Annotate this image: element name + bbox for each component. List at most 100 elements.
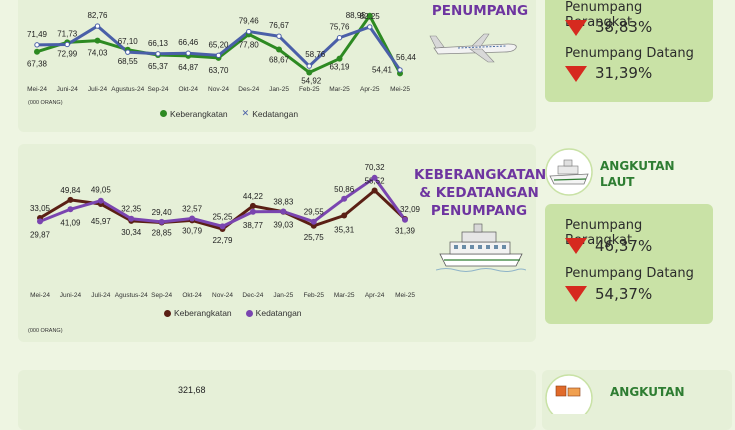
data-point	[94, 23, 101, 29]
x-tick-label: Dec-24	[242, 292, 263, 299]
x-tick-label: Feb-25	[299, 86, 320, 93]
air-depart-value: 38,83%	[595, 18, 653, 36]
data-label: 33,05	[30, 204, 51, 213]
data-point	[219, 223, 226, 230]
legend-sea-arrive-label: Kedatangan	[255, 308, 302, 318]
x-tick-label: Mei-24	[27, 86, 47, 93]
legend-arrive-marker: ✕	[241, 108, 250, 118]
data-label: 58,52	[365, 177, 386, 186]
sea-arrive-decline-icon	[565, 286, 587, 302]
data-point	[37, 218, 43, 225]
data-label: 32,09	[400, 205, 421, 214]
data-point	[371, 187, 378, 194]
legend-item-sea-depart: Keberangkatan	[164, 308, 232, 318]
x-tick-label: Mar-25	[334, 292, 355, 299]
data-point	[402, 216, 408, 223]
sea-stats-box: Penumpang Berangkat 46,37% Penumpang Dat…	[545, 204, 713, 324]
x-tick-label: Mei-25	[395, 292, 415, 299]
third-section-title: ANGKUTAN	[610, 385, 685, 399]
data-label: 49,84	[60, 186, 81, 195]
legend-item-arrive: ✕ Kedatangan	[242, 108, 298, 119]
air-heading: PENUMPANG	[431, 3, 529, 19]
data-label: 54,92	[301, 76, 322, 85]
third-chart-data-label: 321,68	[178, 385, 206, 395]
x-tick-label: Apr-25	[360, 86, 380, 93]
air-depart-decline-icon	[565, 20, 587, 36]
sea-depart-decline-icon	[565, 238, 587, 254]
data-label: 38,77	[243, 221, 264, 230]
data-point	[371, 174, 378, 181]
data-label: 45,97	[91, 217, 112, 226]
legend-item-sea-arrive: Kedatangan	[245, 308, 302, 318]
data-point	[367, 24, 373, 30]
air-chart-panel	[18, 0, 536, 132]
data-label: 58,76	[305, 50, 326, 59]
data-point	[306, 69, 313, 76]
data-label: 25,25	[212, 212, 233, 221]
data-label: 31,39	[395, 227, 416, 236]
data-label: 28,85	[152, 228, 173, 237]
data-label: 32,35	[121, 205, 142, 214]
air-arrive-value: 31,39%	[595, 64, 653, 82]
ferry-icon	[436, 223, 526, 272]
x-tick-label: Apr-24	[365, 292, 385, 299]
data-label: 29,87	[30, 230, 51, 239]
x-tick-label: Okt-24	[182, 292, 202, 299]
x-tick-label: Juli-24	[91, 292, 111, 299]
x-tick-label: Sep-24	[151, 292, 172, 299]
data-point	[249, 202, 256, 209]
x-tick-label: Nov-24	[208, 86, 229, 93]
data-label: 66,13	[148, 39, 169, 48]
legend-depart-dot	[160, 110, 167, 117]
data-point	[189, 215, 196, 222]
data-label: 44,22	[243, 192, 264, 201]
x-tick-label: Juni-24	[57, 86, 79, 93]
data-point	[94, 37, 101, 44]
data-label: 29,40	[152, 208, 173, 217]
data-label: 49,05	[91, 186, 112, 195]
data-point	[67, 196, 74, 203]
data-label: 71,49	[27, 30, 48, 39]
sea-arrive-label: Penumpang Datang	[565, 266, 694, 281]
data-label: 30,34	[121, 228, 142, 237]
data-label: 88,95	[346, 11, 367, 20]
data-point	[158, 218, 165, 225]
data-label: 39,03	[273, 221, 294, 230]
data-label: 76,67	[269, 21, 290, 30]
data-point	[341, 212, 348, 219]
data-label: 79,46	[239, 17, 260, 26]
data-label: 63,19	[329, 63, 350, 72]
legend-sea-depart-label: Keberangkatan	[174, 308, 232, 318]
ship-icon	[545, 148, 593, 196]
sea-chart-legend: Keberangkatan Kedatangan	[164, 308, 302, 318]
legend-item-depart: Keberangkatan	[160, 109, 228, 119]
x-tick-label: Juni-24	[60, 292, 82, 299]
x-tick-label: Juli-24	[88, 86, 108, 93]
sea-depart-value: 46,37%	[595, 237, 653, 255]
air-stats-box: Penumpang Berangkat 38,83% Penumpang Dat…	[545, 0, 713, 102]
cargo-ship-icon	[545, 374, 593, 414]
sea-section-title: ANGKUTAN LAUT	[600, 159, 675, 189]
data-point	[310, 218, 317, 225]
data-label: 82,76	[87, 11, 108, 20]
sea-passenger-line-chart: Mei-24 Juni-24 Juli-24 Agustus-24 Sep-24 Okt-…	[30, 163, 421, 299]
data-label: 75,76	[329, 23, 350, 32]
data-label: 82,25	[360, 12, 381, 21]
sea-arrive-value: 54,37%	[595, 285, 653, 303]
legend-sea-depart-dot	[164, 309, 171, 317]
data-point	[249, 208, 256, 215]
air-chart-legend: Keberangkatan ✕ Kedatangan	[160, 108, 298, 119]
x-tick-label: Sep-24	[148, 86, 169, 93]
data-label: 35,31	[334, 226, 355, 235]
air-arrive-decline-icon	[565, 66, 587, 82]
x-tick-label: Jan-25	[273, 292, 293, 299]
data-label: 68,67	[269, 56, 290, 65]
sea-chart-unit: (000 ORANG)	[28, 328, 63, 334]
data-label: 41,09	[60, 218, 81, 227]
x-tick-label: Mar-25	[329, 86, 350, 93]
x-tick-label: Jan-25	[269, 86, 289, 93]
x-tick-label: Mei-24	[30, 292, 50, 299]
data-label: 56,44	[396, 53, 417, 62]
data-point	[280, 208, 287, 215]
data-label: 64,87	[178, 63, 199, 72]
